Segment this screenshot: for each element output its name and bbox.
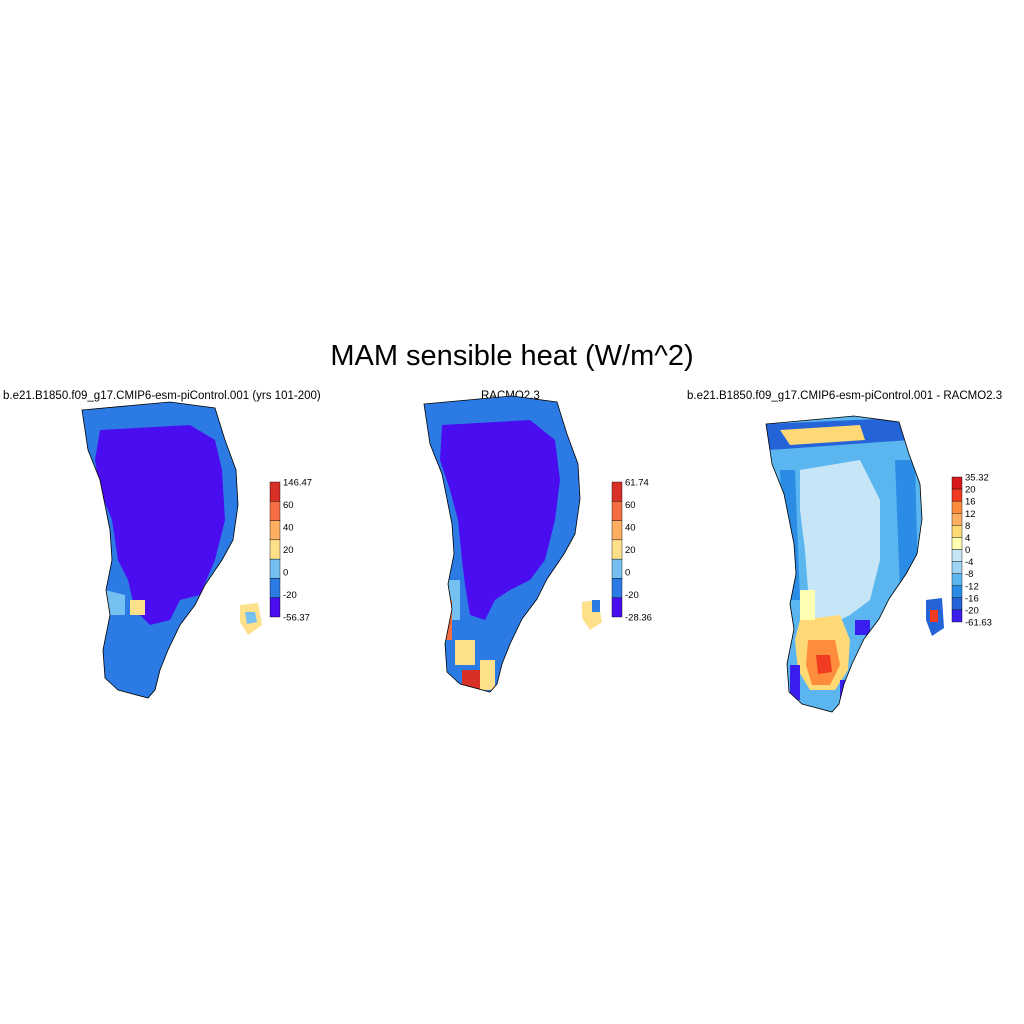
- colorbar-label: -16: [965, 593, 979, 604]
- colorbar-swatch: [269, 501, 281, 521]
- colorbar-swatch: [611, 501, 623, 521]
- colorbar-swatch: [951, 525, 963, 538]
- panel-title-model: b.e21.B1850.f09_g17.CMIP6-esm-piControl.…: [3, 390, 321, 402]
- colorbar-swatch: [611, 520, 623, 541]
- colorbar-label: -8: [965, 569, 973, 580]
- colorbar-swatch: [951, 500, 963, 514]
- colorbar-swatch: [951, 537, 963, 550]
- colorbar-label: 16: [965, 497, 976, 508]
- colorbar-label: -20: [625, 590, 639, 601]
- colorbar-swatch: [269, 597, 281, 618]
- colorbar-swatch: [611, 597, 623, 618]
- colorbar-label: 20: [965, 485, 976, 496]
- colorbar-model: 146.47 60 40 20 0 -20 -56.37: [269, 478, 312, 624]
- colorbar-label: 60: [283, 500, 294, 511]
- map-difference: [765, 415, 944, 713]
- map-model: [81, 401, 262, 699]
- colorbar-label: 40: [283, 523, 294, 534]
- colorbar-swatch: [951, 561, 963, 574]
- colorbar-swatch: [951, 609, 963, 623]
- colorbar-label: -61.63: [965, 618, 992, 629]
- colorbar-label: 20: [283, 545, 294, 556]
- colorbar-swatch: [269, 558, 281, 579]
- colorbar-label: 40: [625, 523, 636, 534]
- colorbar-swatch: [951, 476, 963, 490]
- map-diff-interior: [800, 460, 880, 625]
- colorbar-swatch: [951, 549, 963, 562]
- colorbar-label: -56.37: [283, 613, 310, 624]
- colorbar-swatch: [611, 578, 623, 598]
- map-racmo: [423, 395, 602, 693]
- colorbar-label: -28.36: [625, 613, 652, 624]
- colorbar-label: 35.32: [965, 473, 989, 484]
- colorbar-swatch: [269, 520, 281, 541]
- colorbar-label: 0: [625, 568, 630, 579]
- map-model-negative-core: [95, 425, 225, 625]
- colorbar-label: 8: [965, 521, 970, 532]
- colorbar-label: -20: [965, 605, 979, 616]
- colorbar-swatch: [951, 488, 963, 502]
- colorbar-label: 0: [965, 545, 970, 556]
- colorbar-label: 0: [283, 568, 288, 579]
- colorbar-swatch: [951, 585, 963, 599]
- colorbar-label: -12: [965, 581, 979, 592]
- colorbar-swatch: [269, 539, 281, 560]
- colorbar-swatch: [611, 481, 623, 502]
- colorbar-swatch: [951, 513, 963, 526]
- colorbar-swatch: [269, 578, 281, 598]
- colorbar-label: 20: [625, 545, 636, 556]
- colorbar-swatch: [611, 558, 623, 579]
- colorbar-swatch: [269, 481, 281, 502]
- colorbar-label: 60: [625, 500, 636, 511]
- panel-title-difference: b.e21.B1850.f09_g17.CMIP6-esm-piControl.…: [687, 390, 1003, 402]
- map-racmo-negative-core: [440, 420, 560, 620]
- colorbar-label: 61.74: [625, 478, 649, 489]
- colorbar-swatch: [611, 539, 623, 560]
- colorbar-label: -4: [965, 557, 973, 568]
- colorbar-swatch: [951, 597, 963, 611]
- colorbar-racmo: 61.74 60 40 20 0 -20 -28.36: [611, 478, 652, 624]
- colorbar-label: 4: [965, 533, 970, 544]
- colorbar-swatch: [951, 573, 963, 586]
- main-title: MAM sensible heat (W/m^2): [330, 340, 694, 372]
- colorbar-label: -20: [283, 590, 297, 601]
- colorbar-label: 12: [965, 509, 976, 520]
- colorbar-label: 146.47: [283, 478, 312, 489]
